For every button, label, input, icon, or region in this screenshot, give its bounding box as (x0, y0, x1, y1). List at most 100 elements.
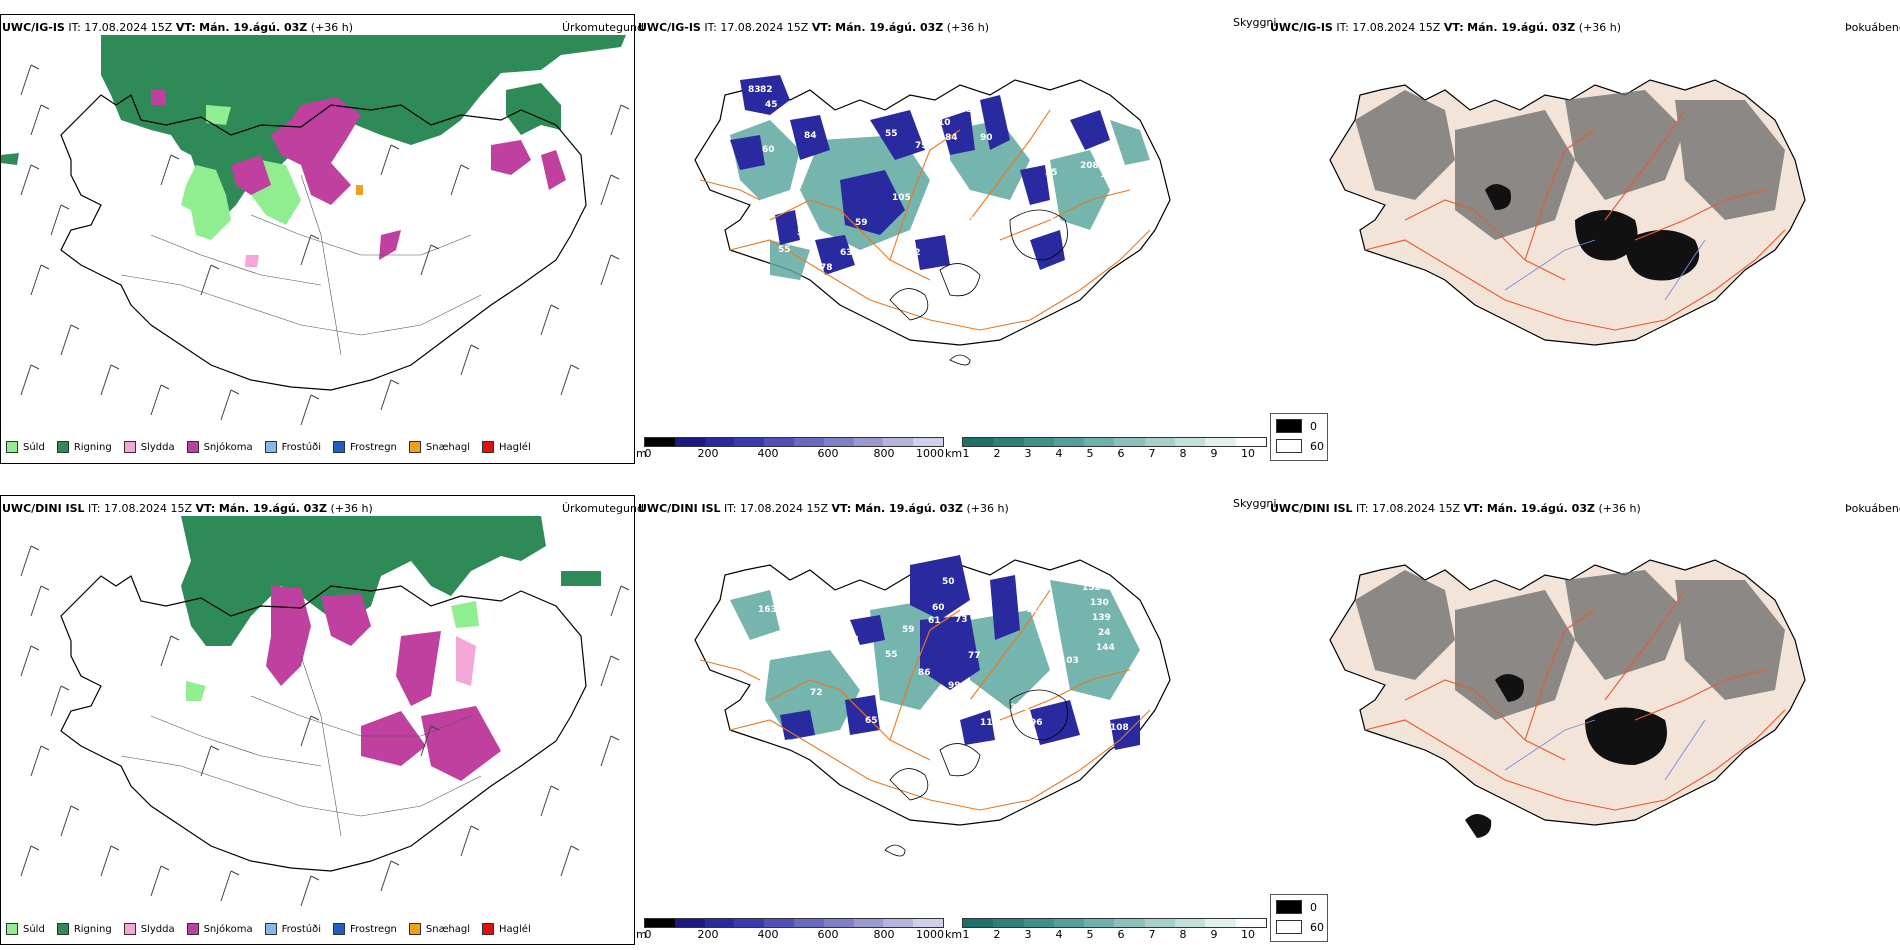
lead-time: (+36 h) (966, 502, 1009, 515)
tick: 7 (1148, 928, 1156, 941)
valid-time: Mán. 19.ágú. 03Z (199, 21, 308, 34)
vis-value: 144 (1100, 170, 1119, 180)
legend-item: Snæhagl (408, 923, 470, 935)
fog-key-label: 0 (1310, 419, 1317, 433)
vis-value: 84 (804, 131, 817, 141)
vis-value: 78 (1042, 638, 1055, 648)
legend-swatch (264, 923, 277, 935)
vis-value: 95 (915, 113, 928, 123)
tick: 10 (1241, 447, 1255, 460)
valid-time-key: VT: (1443, 21, 1464, 34)
vis-value: 87 (1022, 233, 1035, 243)
fog-shading (1355, 90, 1785, 240)
valid-time: Mán. 19.ágú. 03Z (854, 502, 963, 515)
legend-label: Haglél (499, 923, 531, 935)
legend-swatch (6, 441, 18, 453)
legend-swatch (56, 923, 69, 935)
tick: 9 (1210, 928, 1218, 941)
cloudbase-colorbar: 0 200 400 600 800 1000 (644, 918, 944, 942)
ptype-map (1, 35, 630, 426)
model-name: UWC/IG-IS (638, 21, 701, 34)
tick: 10 (1241, 928, 1255, 941)
road-network (1364, 109, 1786, 331)
legend-label: Snæhagl (425, 441, 471, 453)
fog-title: Þokuábendi (1845, 502, 1900, 515)
valid-time-key: VT: (831, 502, 852, 515)
fog-key: 0 60 (1270, 894, 1328, 942)
vis-value: 83 (748, 85, 761, 95)
init-time: IT: 17.08.2024 15Z (88, 502, 193, 515)
vis-value: 75 (925, 165, 938, 175)
ptype-legend: Súld Rigning Slydda Snjókoma Frostúði Fr… (6, 923, 543, 935)
legend-label: Snjókoma (203, 441, 253, 453)
vis-value: 163 (758, 605, 777, 615)
glacier-outlines (884, 689, 1068, 857)
legend-item: Snjókoma (186, 923, 253, 935)
fog-key-label: 60 (1310, 920, 1324, 934)
tick: 3 (1024, 447, 1032, 460)
vis-value: 60 (762, 145, 775, 155)
legend-item: Rigning (56, 441, 112, 453)
valid-time: Mán. 19.ágú. 03Z (835, 21, 944, 34)
vis-value: 105 (892, 193, 911, 203)
tick: 6 (1117, 928, 1125, 941)
vis-value: 85 (960, 105, 973, 115)
tick: 0 (644, 447, 652, 460)
vis-value: 170 (958, 216, 977, 226)
lead-time: (+36 h) (1578, 21, 1622, 34)
init-time: IT: 17.08.2024 15Z (1356, 502, 1461, 515)
legend-swatch (408, 441, 421, 453)
vis-value: 15 (892, 835, 905, 845)
tick: 1000 (916, 928, 944, 941)
vis-value: 72 (810, 688, 823, 698)
valid-time: Mán. 19.ágú. 03Z (218, 502, 327, 515)
legend-item: Frostregn (333, 441, 397, 453)
rivers (1504, 719, 1706, 781)
valid-time-key: VT: (195, 502, 216, 515)
legend-swatch (482, 923, 495, 935)
vis-value: 90 (980, 133, 993, 143)
legend-swatch (6, 923, 18, 935)
tick: 4 (1055, 928, 1063, 941)
legend-label: Rigning (73, 441, 112, 453)
legend-label: Haglél (499, 441, 531, 453)
legend-swatch (186, 923, 199, 935)
tick: 200 (697, 928, 719, 941)
init-time: IT: 17.08.2024 15Z (724, 502, 829, 515)
ptype-header: UWC/IG-IS IT: 17.08.2024 15Z VT: Mán. 19… (2, 21, 353, 34)
ptype-map-frame (0, 495, 635, 945)
vis-value: 59 (902, 625, 915, 635)
legend-swatch (333, 923, 345, 935)
legend-item: Slydda (123, 441, 175, 453)
legend-item: Súld (6, 923, 45, 935)
vis-value: 73 (955, 615, 968, 625)
legend-item: Slydda (123, 923, 175, 935)
tick: 8 (1179, 928, 1187, 941)
valid-time: Mán. 19.ágú. 03Z (1467, 21, 1576, 34)
ptype-map-frame (0, 14, 635, 464)
tick: 1 (962, 928, 970, 941)
vis-value: 92 (1018, 261, 1031, 271)
vis-value: 208 (1080, 161, 1099, 171)
fog-swatch (1276, 419, 1302, 433)
vis-value: 60 (932, 603, 945, 613)
ptype-header: UWC/DINI ISL IT: 17.08.2024 15Z VT: Mán.… (2, 502, 373, 515)
wind-barbs (20, 64, 630, 426)
vis-value: 62 (908, 248, 921, 258)
tick: 1 (962, 447, 970, 460)
tick: 9 (1210, 447, 1218, 460)
navy-cloudbase (780, 555, 1140, 750)
dense-fog (1485, 184, 1700, 281)
tick: 6 (1117, 447, 1125, 460)
wind-barbs (20, 545, 630, 907)
vis-value: 79 (915, 141, 928, 151)
visibility-colorbar: 1 2 3 4 5 6 7 8 9 10 (962, 918, 1267, 942)
legend-item: Snjókoma (186, 441, 253, 453)
vis-value: 71 (1050, 218, 1063, 228)
legend-item: Haglél (482, 923, 531, 935)
legend-label: Rigning (73, 923, 112, 935)
coastline (60, 94, 587, 391)
model-name: UWC/DINI ISL (638, 502, 721, 515)
valid-time: Mán. 19.ágú. 03Z (1486, 502, 1595, 515)
vis-value: 82 (760, 85, 773, 95)
